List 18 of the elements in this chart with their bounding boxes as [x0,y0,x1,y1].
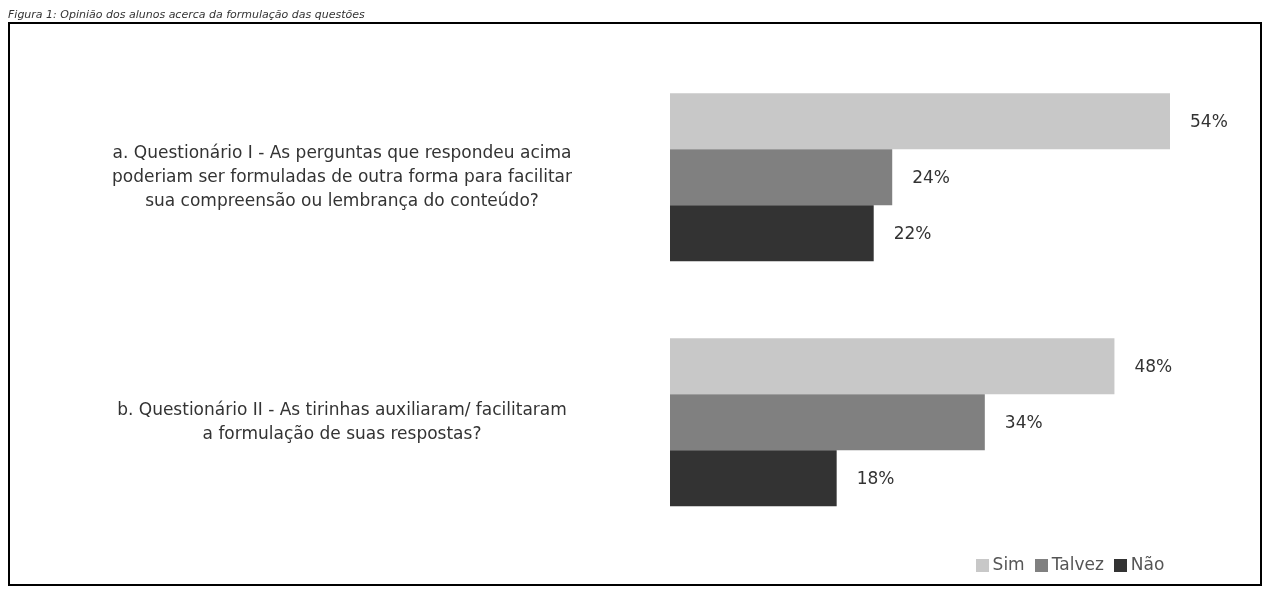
data-label: 22% [893,223,932,244]
y-tick-label: a. Questionário I - As perguntas que respondeu acima poderiam ser formuladas de outra forma para facilitar sua compreensão ou lembrança do conteúdo? [111,141,573,210]
legend-label: Talvez [1051,554,1104,574]
data-label: 48% [1134,356,1173,377]
text: Figura 1: Opinião dos alunos acerca da formulação das questões [8,8,366,22]
bar [670,338,1115,395]
bar [670,205,874,262]
data-label: 18% [856,468,895,489]
bar [670,394,985,451]
data-label: 54% [1190,111,1228,132]
bar [670,149,893,206]
bar [670,450,837,507]
data-label: 24% [912,167,951,188]
bar [670,93,1170,150]
data-label: 34% [1004,412,1043,433]
legend-label: Não [1130,554,1165,574]
legend-label: Sim [992,554,1025,574]
y-tick-label: b. Questionário II - As tirinhas auxiliaram/ facilitaram a formulação de suas respostas? [117,398,567,443]
